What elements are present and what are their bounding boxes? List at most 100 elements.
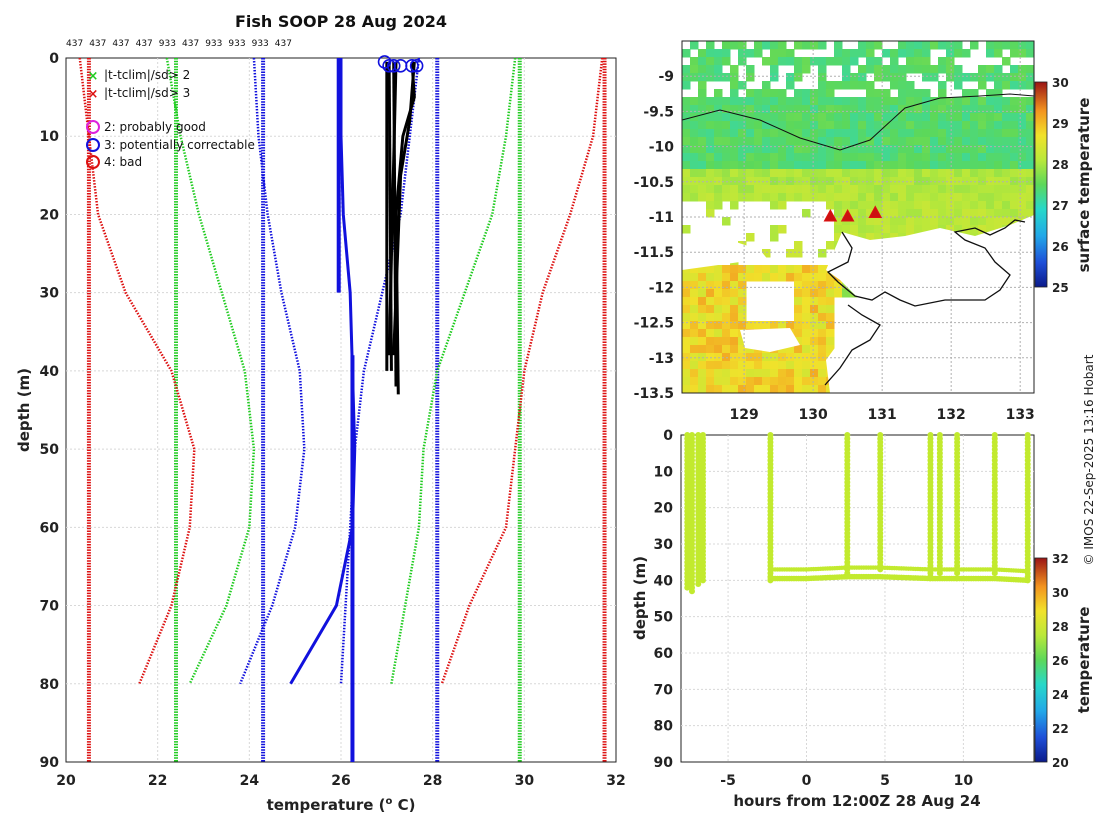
sst-cell — [850, 81, 859, 90]
sst-cell — [794, 73, 803, 82]
sst-cell — [954, 177, 963, 186]
sst-cell — [882, 185, 891, 194]
sst-cell — [890, 49, 899, 58]
sst-cell — [970, 177, 979, 186]
sst-cell — [738, 169, 747, 178]
section-x-tick-label: 5 — [880, 773, 890, 789]
sst-cell — [826, 169, 835, 178]
sst-cell — [930, 153, 939, 162]
sst-cell — [962, 97, 971, 106]
sst-cell — [802, 193, 811, 202]
sst-cell — [962, 73, 971, 82]
sst-cell — [890, 81, 899, 90]
sst-cell — [1010, 113, 1019, 122]
section-colorbar-tick: 22 — [1052, 722, 1069, 736]
sst-cell — [882, 97, 891, 106]
sst-cell — [906, 97, 915, 106]
sst-cell — [970, 193, 979, 202]
sst-cell — [714, 65, 723, 74]
coastline — [824, 219, 1026, 386]
sst-cell — [794, 57, 803, 66]
sd-envelope-curve — [339, 57, 421, 684]
sst-cell — [770, 105, 779, 114]
sst-cell — [786, 193, 795, 202]
sst-cell — [826, 89, 835, 98]
sst-cell — [794, 313, 803, 322]
sst-cell — [946, 137, 955, 146]
sst-cell — [978, 113, 987, 122]
sst-cell — [730, 297, 739, 306]
temperature-profiles — [377, 55, 424, 395]
y-tick-label: 50 — [40, 442, 60, 458]
sst-cell — [682, 81, 691, 90]
sst-cell — [1002, 193, 1011, 202]
sst-cell — [826, 137, 835, 146]
sst-cell — [682, 185, 691, 194]
sst-cell — [722, 385, 731, 393]
sst-cell — [810, 193, 819, 202]
sst-cell — [842, 113, 851, 122]
map-lat-label: -12.5 — [634, 316, 674, 332]
sst-cell — [898, 105, 907, 114]
sst-cell — [818, 81, 827, 90]
sst-cell — [706, 137, 715, 146]
sst-cell — [834, 185, 843, 194]
sst-cell — [682, 369, 691, 378]
sst-cell — [978, 161, 987, 170]
sst-cell — [786, 273, 795, 282]
sst-cell — [698, 281, 707, 290]
sst-cell — [818, 41, 827, 50]
sst-cell — [906, 169, 915, 178]
sst-cell — [746, 361, 755, 370]
legend-label-bad: 4: bad — [104, 155, 142, 169]
sst-cell — [898, 177, 907, 186]
sst-cell — [882, 225, 891, 234]
sst-cell — [1026, 129, 1034, 138]
sst-cell — [1026, 113, 1034, 122]
sst-cell — [738, 185, 747, 194]
sst-cell — [890, 177, 899, 186]
sst-cell — [898, 113, 907, 122]
sst-cell — [794, 129, 803, 138]
sst-cell — [890, 209, 899, 218]
sst-cell — [714, 129, 723, 138]
sst-cell — [850, 161, 859, 170]
sst-cell — [706, 289, 715, 298]
sst-cell — [770, 273, 779, 282]
sst-cell — [786, 249, 795, 258]
sst-cell — [754, 129, 763, 138]
sst-cell — [978, 105, 987, 114]
sst-cell — [1002, 177, 1011, 186]
sst-cell — [698, 345, 707, 354]
sst-cell — [810, 153, 819, 162]
sst-cell — [1026, 153, 1034, 162]
sst-cell — [930, 137, 939, 146]
sst-cell — [706, 313, 715, 322]
sst-cell — [802, 129, 811, 138]
section-point — [936, 570, 943, 577]
sst-cell — [1018, 73, 1027, 82]
sst-cell — [722, 57, 731, 66]
sst-cell — [714, 177, 723, 186]
sst-cell — [914, 121, 923, 130]
sst-cell — [682, 361, 691, 370]
sst-cell — [722, 321, 731, 330]
sst-cell — [770, 129, 779, 138]
sst-cell — [706, 105, 715, 114]
sst-cell — [1010, 177, 1019, 186]
sst-cell — [746, 185, 755, 194]
sst-cell — [706, 153, 715, 162]
sst-cell — [1010, 81, 1019, 90]
sst-cell — [866, 49, 875, 58]
sst-cell — [706, 369, 715, 378]
sst-cell — [698, 73, 707, 82]
sst-cell — [930, 217, 939, 226]
sst-cell — [938, 121, 947, 130]
sst-cell — [786, 169, 795, 178]
sst-cell — [866, 129, 875, 138]
sst-cell — [850, 73, 859, 82]
sst-cell — [802, 361, 811, 370]
sst-cell — [1010, 137, 1019, 146]
sst-cell — [802, 113, 811, 122]
sst-cell — [1002, 105, 1011, 114]
